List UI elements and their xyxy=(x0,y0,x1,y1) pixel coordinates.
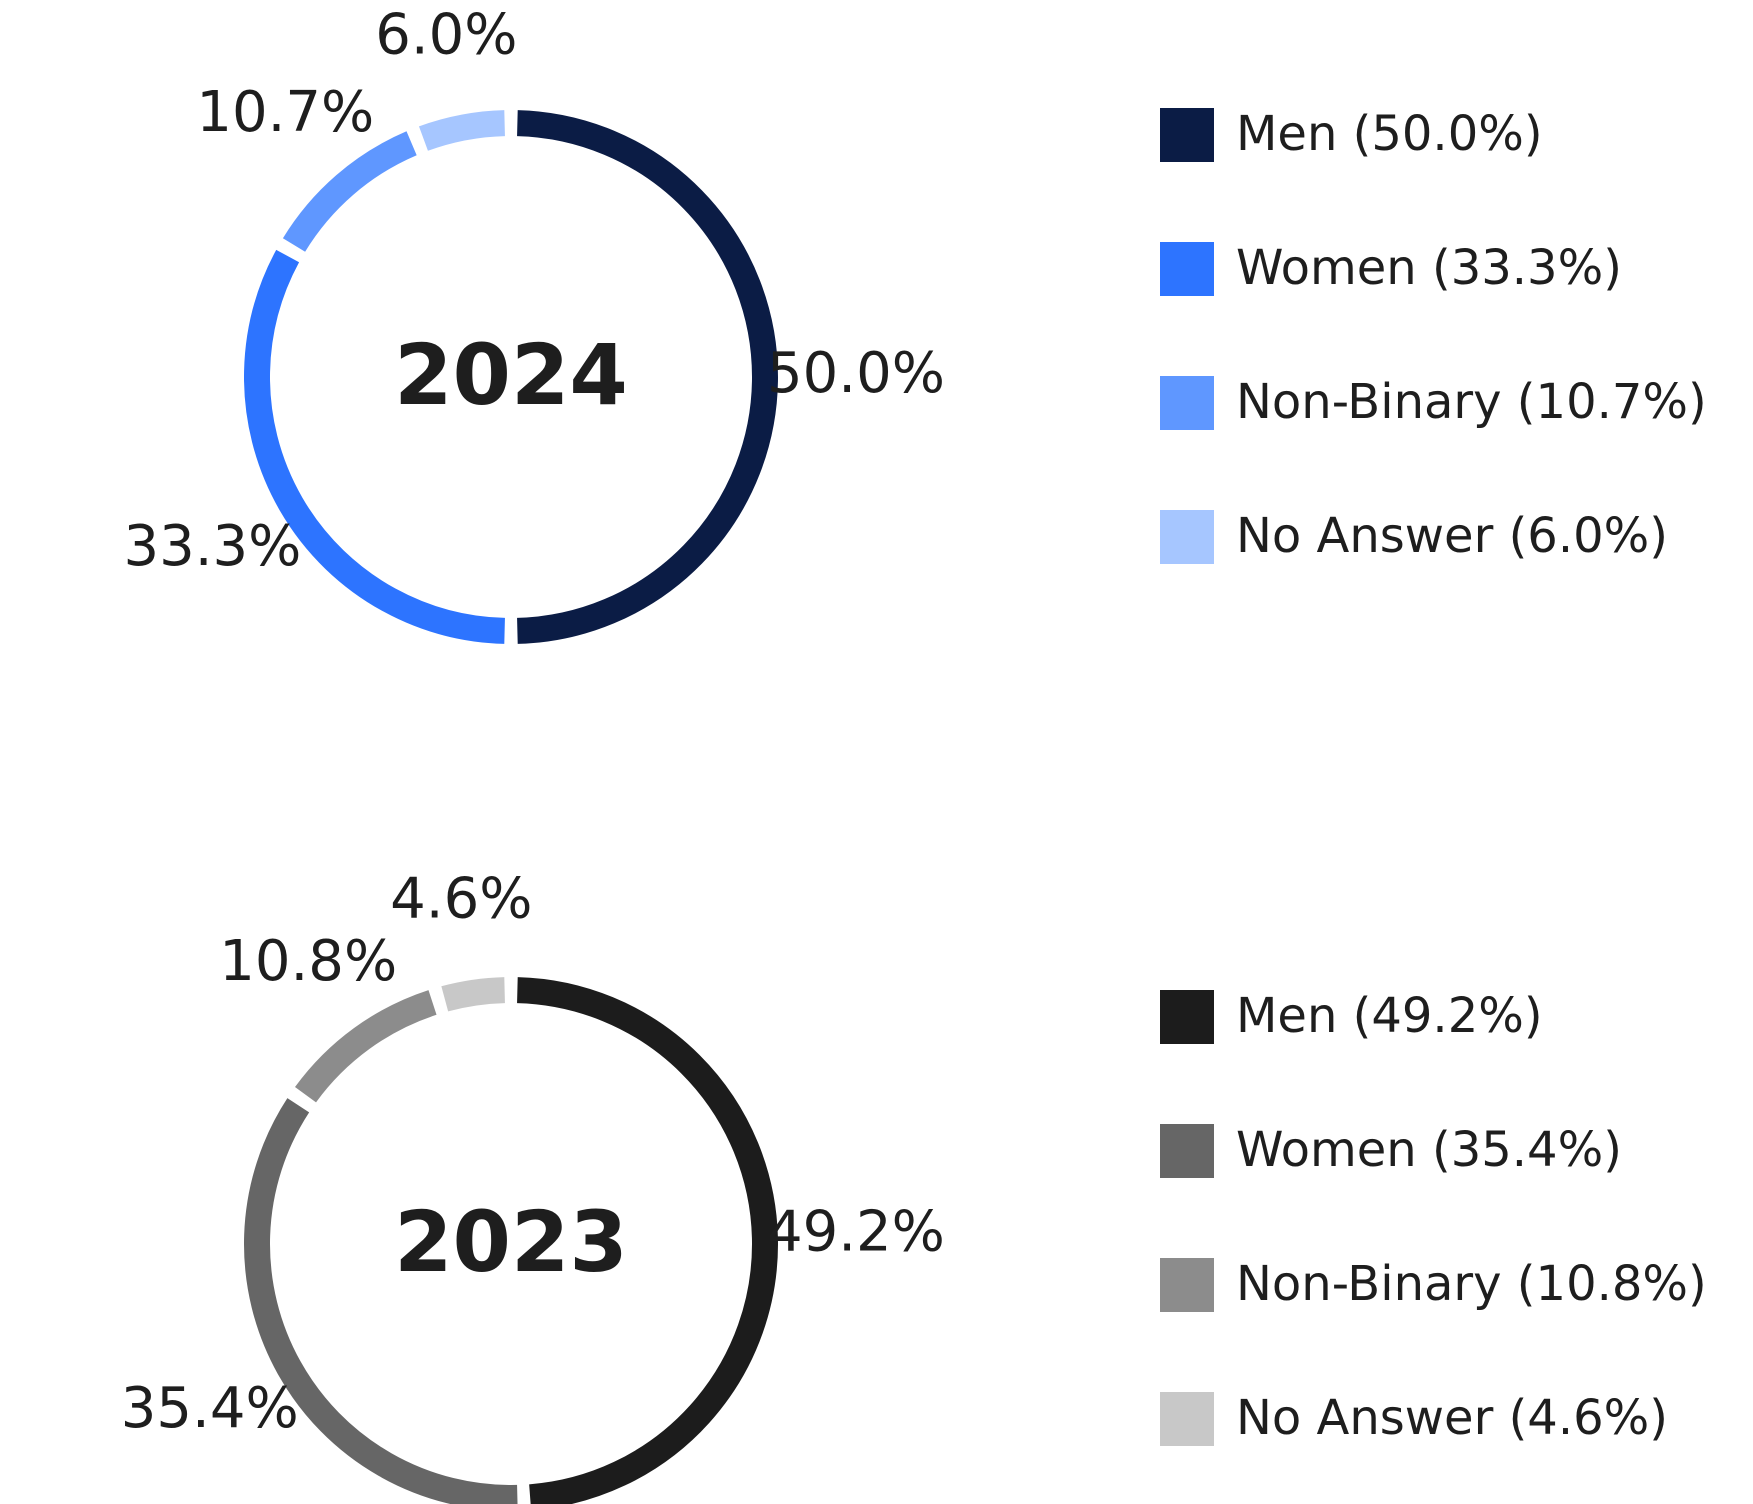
legend-label: Women (35.4%) xyxy=(1236,1122,1622,1178)
legend-label: No Answer (4.6%) xyxy=(1236,1390,1668,1446)
value-label: 49.2% xyxy=(767,1199,945,1264)
donut-chart: 50.0% Men (50.0%) 33.3% Women (33.3%) 10.7% N… xyxy=(123,2,1707,644)
chart-title: 2023 xyxy=(394,1193,628,1291)
legend-swatch xyxy=(1160,1258,1214,1312)
legend-swatch xyxy=(1160,510,1214,564)
donut-segment xyxy=(441,977,506,1012)
donut-segment xyxy=(294,990,437,1103)
value-label: 50.0% xyxy=(767,341,945,406)
legend-swatch xyxy=(1160,108,1214,162)
value-label: 6.0% xyxy=(375,2,517,67)
donut-segment xyxy=(282,131,417,252)
donut-segment xyxy=(517,110,779,644)
legend-label: Non-Binary (10.8%) xyxy=(1236,1256,1707,1312)
donut-segment xyxy=(244,1098,518,1504)
legend-label: No Answer (6.0%) xyxy=(1236,508,1668,564)
donut-chart: 49.2% Men (49.2%) 35.4% Women (35.4%) 10.8% N… xyxy=(121,867,1707,1504)
value-label: 4.6% xyxy=(390,867,532,932)
donut-segment xyxy=(517,977,779,1504)
legend-swatch xyxy=(1160,1392,1214,1446)
legend-label: Men (49.2%) xyxy=(1236,988,1543,1044)
value-label: 10.7% xyxy=(196,80,374,145)
chart-title: 2024 xyxy=(394,326,628,424)
legend-label: Women (33.3%) xyxy=(1236,240,1622,296)
legend-label: Men (50.0%) xyxy=(1236,106,1543,162)
value-label: 33.3% xyxy=(123,514,301,579)
donut-segment xyxy=(418,110,506,151)
legend-swatch xyxy=(1160,1124,1214,1178)
donut-segment xyxy=(244,249,505,644)
value-label: 10.8% xyxy=(219,929,397,994)
value-label: 35.4% xyxy=(121,1376,299,1441)
legend-swatch xyxy=(1160,376,1214,430)
legend-label: Non-Binary (10.7%) xyxy=(1236,374,1707,430)
legend-swatch xyxy=(1160,990,1214,1044)
legend-swatch xyxy=(1160,242,1214,296)
